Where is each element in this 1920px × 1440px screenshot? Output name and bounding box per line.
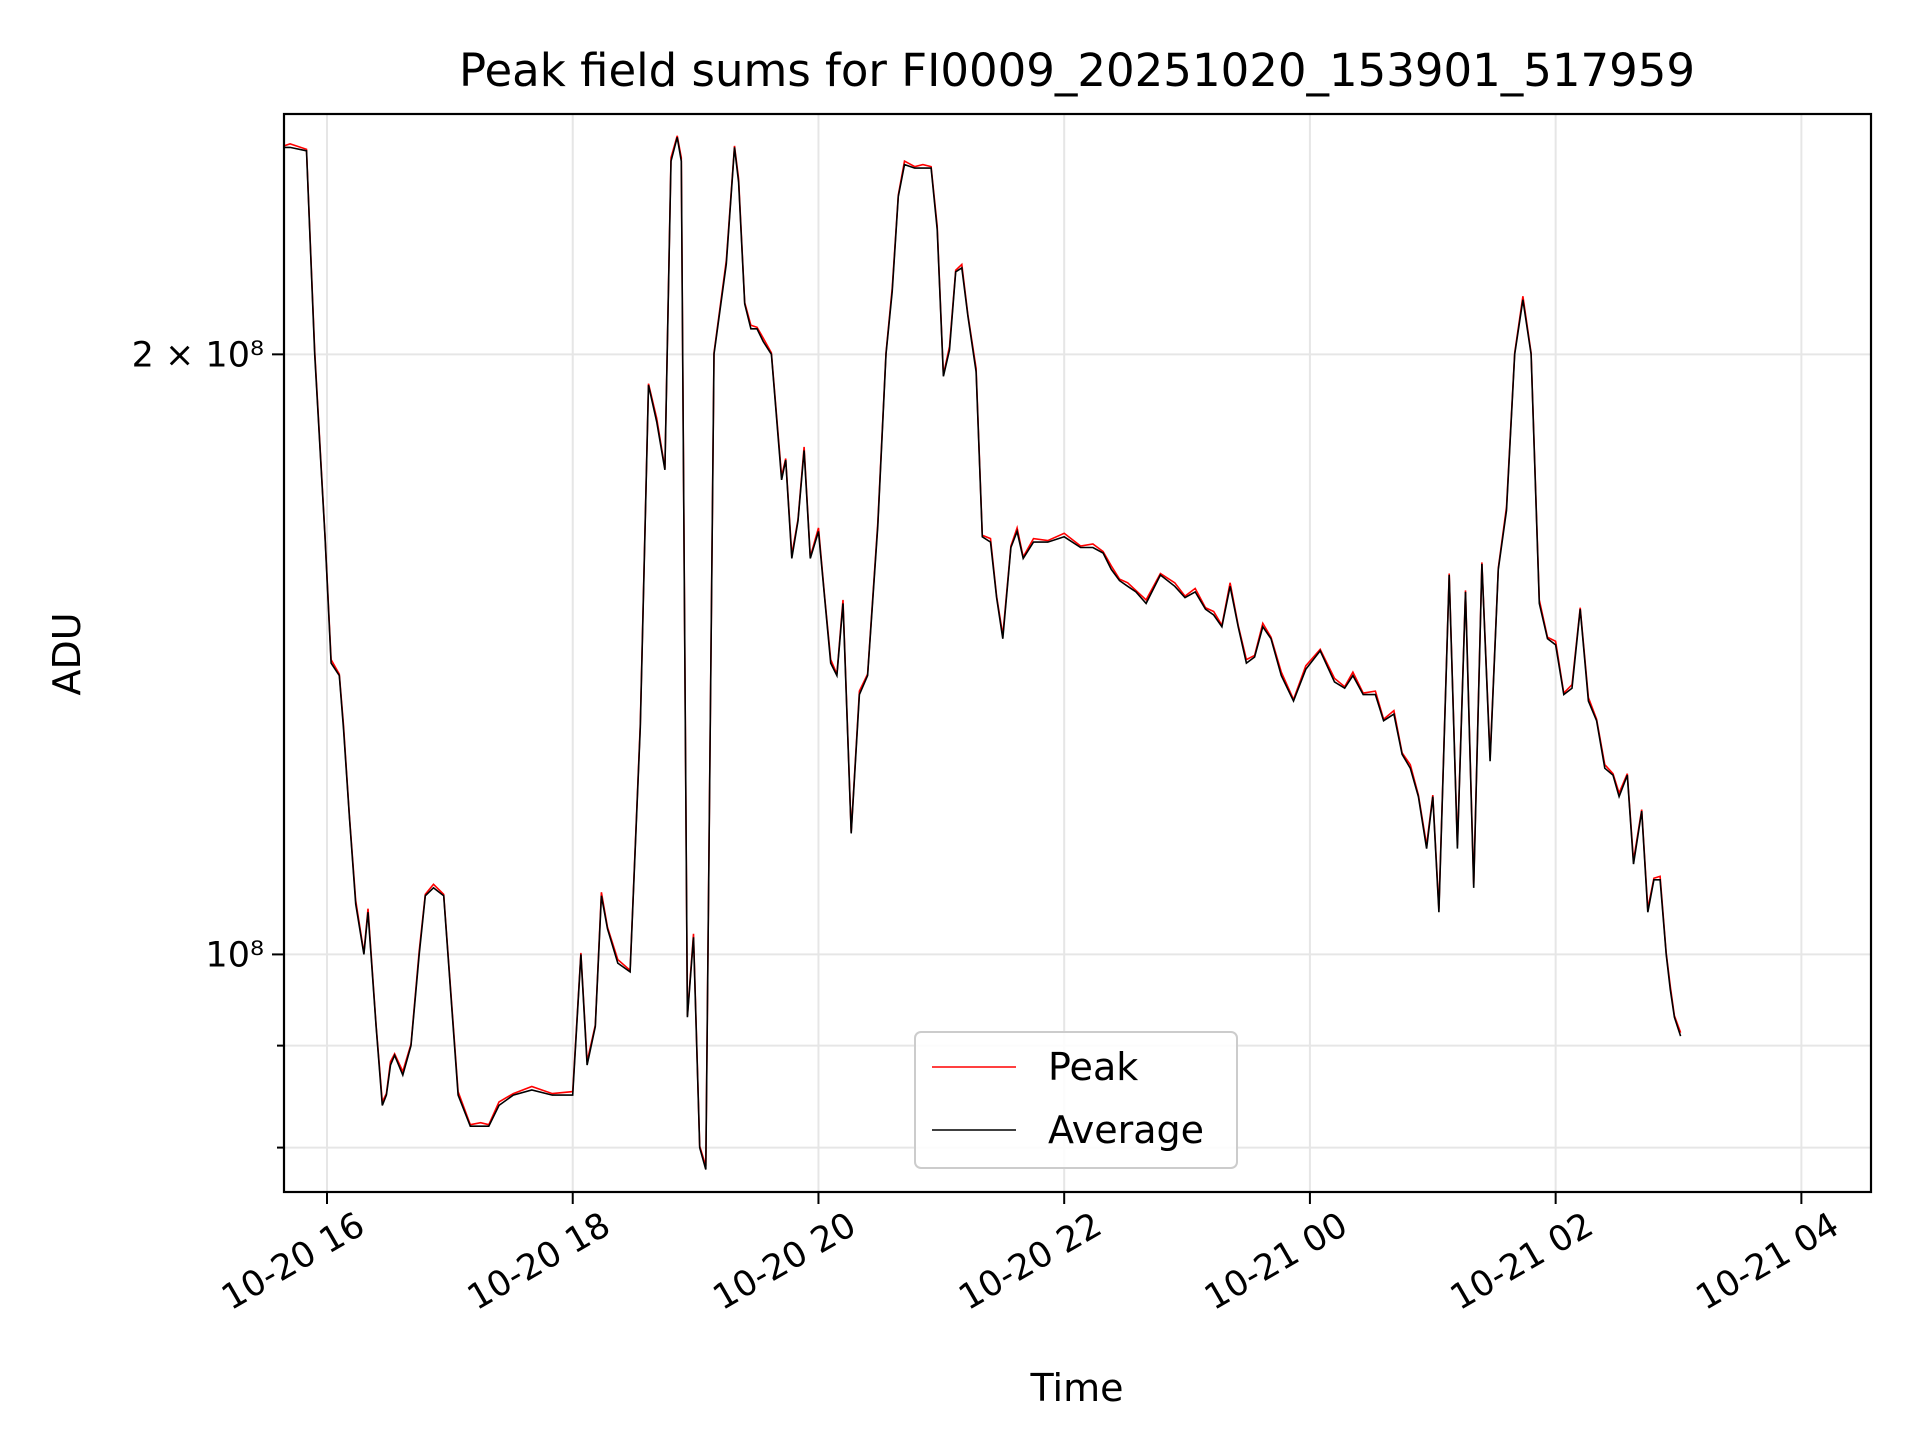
y-axis-label: ADU	[45, 612, 89, 695]
y-tick-label: 2 × 10⁸	[132, 335, 264, 375]
plot-lines	[284, 135, 1682, 1170]
legend-box	[914, 1031, 1238, 1169]
legend: Peak Average	[914, 1031, 1238, 1169]
legend-label-peak: Peak	[1048, 1045, 1138, 1089]
plot-frame	[282, 112, 1873, 1194]
x-axis-label: Time	[1030, 1366, 1124, 1410]
legend-label-average: Average	[1048, 1108, 1204, 1152]
chart-title: Peak field sums for FI0009_20251020_1539…	[459, 44, 1695, 97]
y-tick-label: 10⁸	[205, 935, 264, 975]
series-line-average	[284, 137, 1682, 1170]
y-axis: 2 × 10⁸ 10⁸	[132, 335, 284, 1149]
grid	[284, 114, 1871, 1192]
